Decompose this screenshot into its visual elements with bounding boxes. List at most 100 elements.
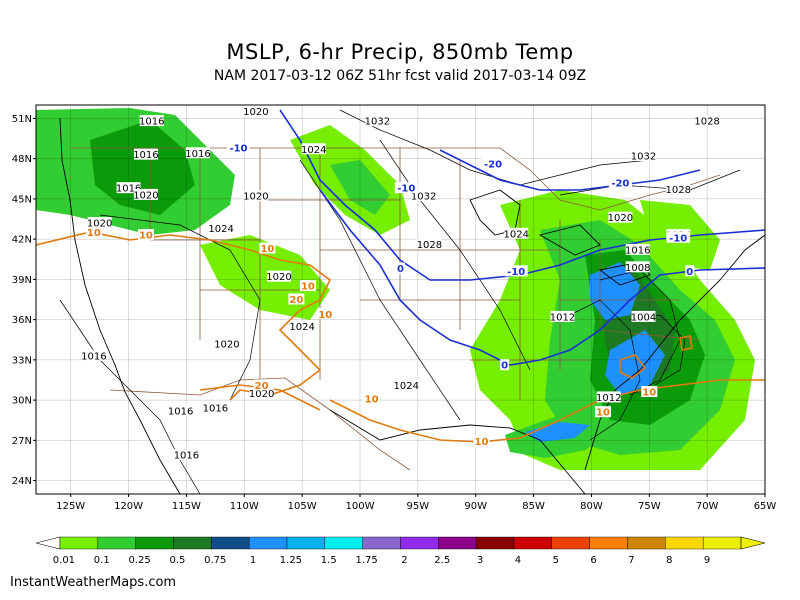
us-mexico-border	[109, 377, 411, 471]
colorbar-right-arrow	[740, 536, 766, 550]
isobar-label-bg	[504, 227, 529, 239]
lon-label: 110W	[230, 501, 259, 512]
isobar-label: 1020	[133, 190, 158, 201]
temp-label: 10	[475, 437, 489, 448]
colorbar-label: 4	[515, 555, 521, 566]
isotherm-10-ring-carolinas	[619, 354, 647, 379]
lon-label: 80W	[580, 501, 603, 512]
colorbar-swatch	[324, 536, 363, 550]
isobar-label: 1016	[133, 150, 158, 161]
temp-label-bg	[394, 182, 418, 194]
temp-label: 20	[255, 381, 269, 392]
colorbar-swatch	[475, 536, 515, 550]
isobar-label-bg	[290, 320, 315, 332]
precip-florida-band-core	[525, 422, 590, 442]
isobar-label: 1020	[243, 107, 268, 118]
temp-label-bg	[595, 406, 611, 418]
isobar-label: 1028	[694, 117, 719, 128]
isobar-label: 1016	[168, 406, 193, 417]
lon-label: 75W	[638, 501, 661, 512]
isobar-label-bg	[168, 404, 193, 416]
temp-label-bg	[481, 158, 505, 170]
isobar-label-bg	[186, 147, 210, 159]
lat-label: 48N	[12, 154, 32, 165]
temp-label: 10	[301, 282, 315, 293]
temp-label: 0	[501, 361, 508, 372]
colorbar-label: 1	[250, 555, 256, 566]
temp-label: -10	[229, 143, 247, 154]
temp-label: 10	[260, 244, 274, 255]
isobar-label-bg	[133, 188, 158, 200]
isobar-label-bg	[631, 149, 656, 161]
colorbar-label: 8	[666, 555, 672, 566]
lat-label: 45N	[12, 194, 32, 205]
temp-label-bg	[685, 265, 695, 277]
colorbar-swatch	[551, 536, 590, 550]
isotherm-minus10-west	[279, 109, 765, 281]
isobar-label: 1016	[139, 117, 164, 128]
temp-label-bg	[259, 242, 276, 254]
colorbar-label: 2.5	[434, 555, 450, 566]
colorbar-label: 7	[628, 555, 634, 566]
temp-label: -10	[507, 267, 525, 278]
lat-label: 42N	[12, 235, 32, 246]
temp-label-bg	[317, 308, 334, 320]
lat-label: 36N	[12, 315, 32, 326]
isobar-label: 1020	[214, 339, 239, 350]
isobar-label: 1016	[625, 245, 650, 256]
colorbar-swatch	[173, 536, 212, 550]
colorbar-swatch	[513, 536, 553, 550]
isobar-label: 1016	[174, 451, 199, 462]
isobar-label: 1016	[116, 184, 141, 195]
isobar-label-bg	[596, 391, 621, 403]
isobar-label-bg	[133, 148, 158, 160]
colorbar-swatch	[665, 536, 704, 550]
colorbar-label: 1.5	[321, 555, 337, 566]
map-subtitle: NAM 2017-03-12 06Z 51hr fcst valid 2017-…	[213, 68, 587, 84]
colorbar-label: 0.01	[53, 555, 75, 566]
lon-label: 95W	[407, 501, 430, 512]
colorbar-swatch	[627, 536, 666, 550]
east-coast	[584, 234, 765, 471]
colorbar-swatch	[438, 536, 477, 550]
lat-label: 27N	[12, 436, 32, 447]
temp-label: 10	[365, 394, 379, 405]
lat-label: 39N	[12, 275, 32, 286]
isobar-label-bg	[249, 387, 274, 399]
precip-lake-erie-band	[590, 262, 640, 320]
isobar-label: 1012	[596, 393, 621, 404]
temp-label: 10	[596, 408, 610, 419]
isobar-label: 1024	[503, 229, 528, 240]
site-credit: InstantWeatherMaps.com	[10, 575, 177, 590]
colorbar-swatch	[400, 536, 439, 550]
isobar-label: 1028	[417, 240, 442, 251]
isobar-label: 1024	[301, 145, 326, 156]
temp-label-bg	[85, 226, 102, 238]
isobar-1032-north	[339, 109, 651, 186]
state-lines-central	[360, 148, 590, 400]
temp-label-bg	[666, 231, 690, 243]
isobar-label-bg	[631, 310, 656, 322]
precip-colorbar: 0.01 0.1 0.25 0.5 0.75 1 1.25 1.5 1.75 2 2.5 3 4 5 6 7 8…	[35, 536, 766, 566]
isobar-label: 1016	[81, 351, 106, 362]
colorbar-swatch	[589, 536, 628, 550]
lon-label: 85W	[522, 501, 545, 512]
colorbar-label: 1.75	[355, 555, 377, 566]
gulf-coast	[329, 409, 586, 494]
colorbar-swatch	[135, 536, 174, 550]
lon-label: 90W	[464, 501, 487, 512]
lon-label: 120W	[114, 501, 143, 512]
isobar-label: 1032	[411, 192, 436, 203]
isobar-label: 1020	[87, 219, 112, 230]
colorbar-swatch	[286, 536, 326, 550]
isotherm-zero	[319, 189, 765, 366]
isobar-label: 1024	[289, 322, 314, 333]
state-lines-east	[559, 220, 701, 370]
temp-label: -10	[397, 184, 415, 195]
colorbar-label: 0.5	[169, 555, 185, 566]
temp-label: 0	[686, 267, 693, 278]
lon-label: 65W	[754, 501, 777, 512]
isobar-label-bg	[174, 449, 199, 461]
